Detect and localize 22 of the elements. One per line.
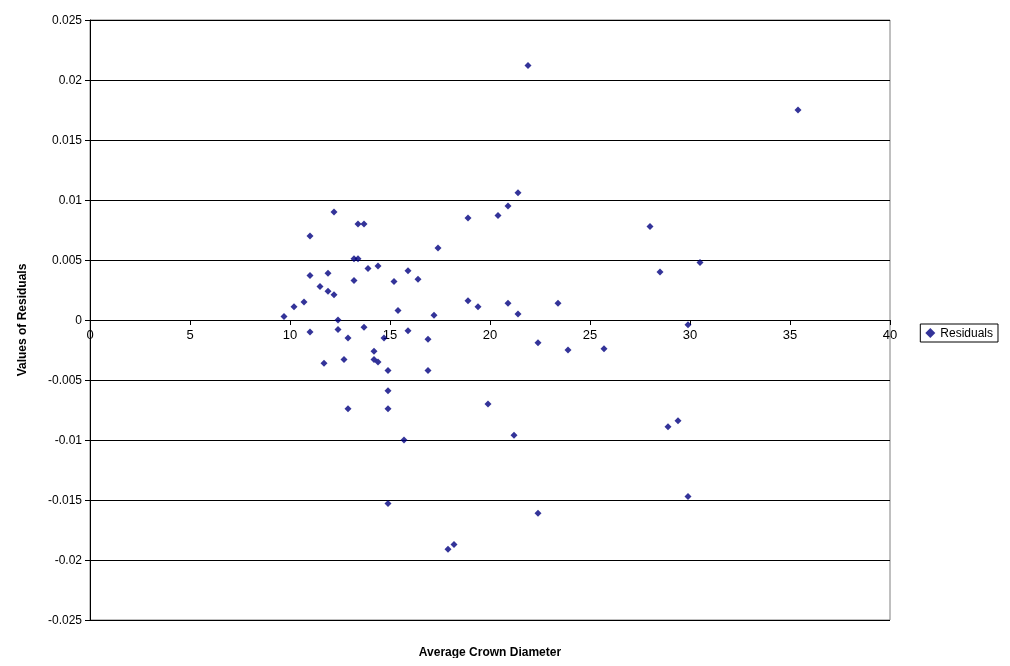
y-tick-label: -0.01: [54, 433, 83, 447]
legend-label: Residuals: [940, 326, 994, 340]
x-tick-label: 5: [186, 327, 194, 342]
y-tick-label: -0.02: [54, 553, 83, 567]
y-tick-label: -0.015: [47, 493, 83, 507]
x-tick-label: 10: [282, 327, 298, 342]
y-tick-label: -0.005: [47, 373, 83, 387]
y-tick-label: 0: [75, 313, 83, 327]
y-tick-label: 0.025: [51, 13, 83, 27]
x-tick-label: 25: [582, 327, 598, 342]
y-tick-label: 0.015: [51, 133, 83, 147]
y-tick-label: 0.02: [58, 73, 83, 87]
x-tick-label: 30: [682, 327, 698, 342]
x-tick-label: 20: [482, 327, 498, 342]
y-axis-title: Values of Residuals: [15, 263, 29, 377]
y-tick-label: 0.005: [51, 253, 83, 267]
x-tick-label: 40: [882, 327, 898, 342]
y-tick-label: 0.01: [58, 193, 83, 207]
x-tick-label: 15: [382, 327, 398, 342]
y-tick-label: -0.025: [47, 613, 83, 627]
x-tick-label: 35: [782, 327, 798, 342]
x-axis-title: Average Crown Diameter: [418, 645, 562, 659]
